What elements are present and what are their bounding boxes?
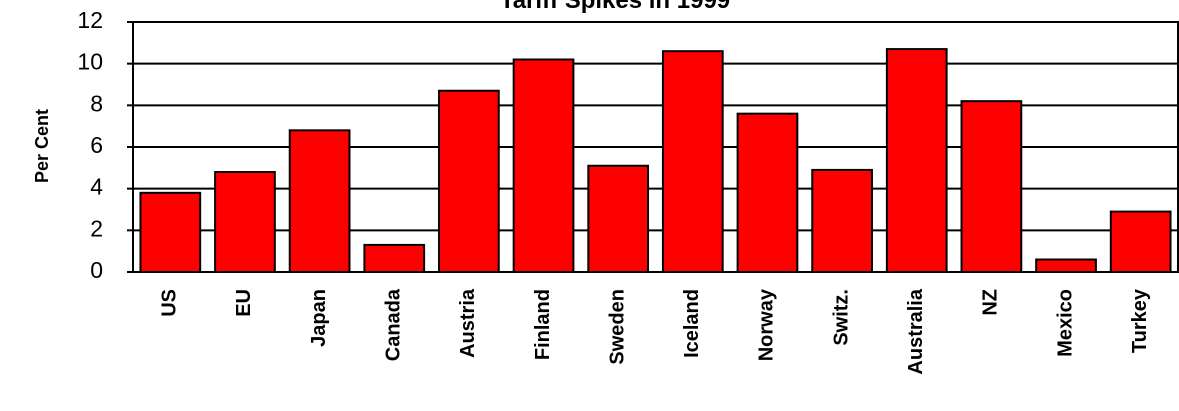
x-tick-label: Switz. — [830, 289, 852, 346]
bar-mexico — [1035, 258, 1097, 273]
bar-japan — [288, 129, 351, 273]
x-tick-label: Finland — [532, 289, 554, 360]
x-tick-label: Mexico — [1054, 289, 1076, 357]
plot-frame — [132, 21, 1179, 273]
y-tick-label: 2 — [90, 215, 103, 241]
y-tick-label: 4 — [90, 174, 103, 200]
bar-turkey — [1109, 210, 1172, 273]
x-tick-label: Iceland — [681, 289, 703, 358]
x-tick-label: NZ — [980, 289, 1002, 316]
chart-title: Tariff Spikes in 1999 — [500, 0, 730, 14]
bar-iceland — [661, 50, 724, 273]
y-tick-label: 8 — [90, 90, 103, 116]
bar-sweden — [587, 164, 650, 273]
x-tick-label: Norway — [756, 288, 778, 361]
x-tick-label: Canada — [383, 288, 405, 361]
y-tick-label: 12 — [77, 7, 103, 33]
bar-finland — [512, 58, 575, 273]
bar-eu — [214, 171, 276, 273]
bar-norway — [736, 112, 799, 273]
y-ticks-layer: 0 2 4 6 8 10 12 — [77, 7, 133, 283]
x-ticks-layer: US EU Japan Canada Austria Finland Sweden Icela… — [159, 288, 1151, 374]
bar-austria — [438, 89, 500, 273]
x-tick-label: Japan — [308, 289, 330, 347]
y-tick-label: 6 — [90, 132, 103, 158]
bar-switz — [811, 168, 873, 274]
bar-nz — [960, 100, 1023, 273]
x-tick-label: US — [159, 289, 181, 317]
bar-australia — [885, 48, 948, 274]
y-tick-label: 0 — [90, 257, 103, 283]
bar-canada — [363, 243, 426, 274]
x-tick-label: EU — [233, 289, 255, 317]
bars-layer — [139, 48, 1172, 274]
x-tick-label: Sweden — [606, 289, 628, 365]
y-axis-label: Per Cent — [32, 109, 52, 183]
x-tick-label: Turkey — [1129, 288, 1151, 353]
y-tick-label: 10 — [77, 49, 103, 75]
bar-us — [139, 191, 202, 273]
x-tick-label: Australia — [905, 288, 927, 374]
x-tick-label: Austria — [457, 288, 479, 358]
